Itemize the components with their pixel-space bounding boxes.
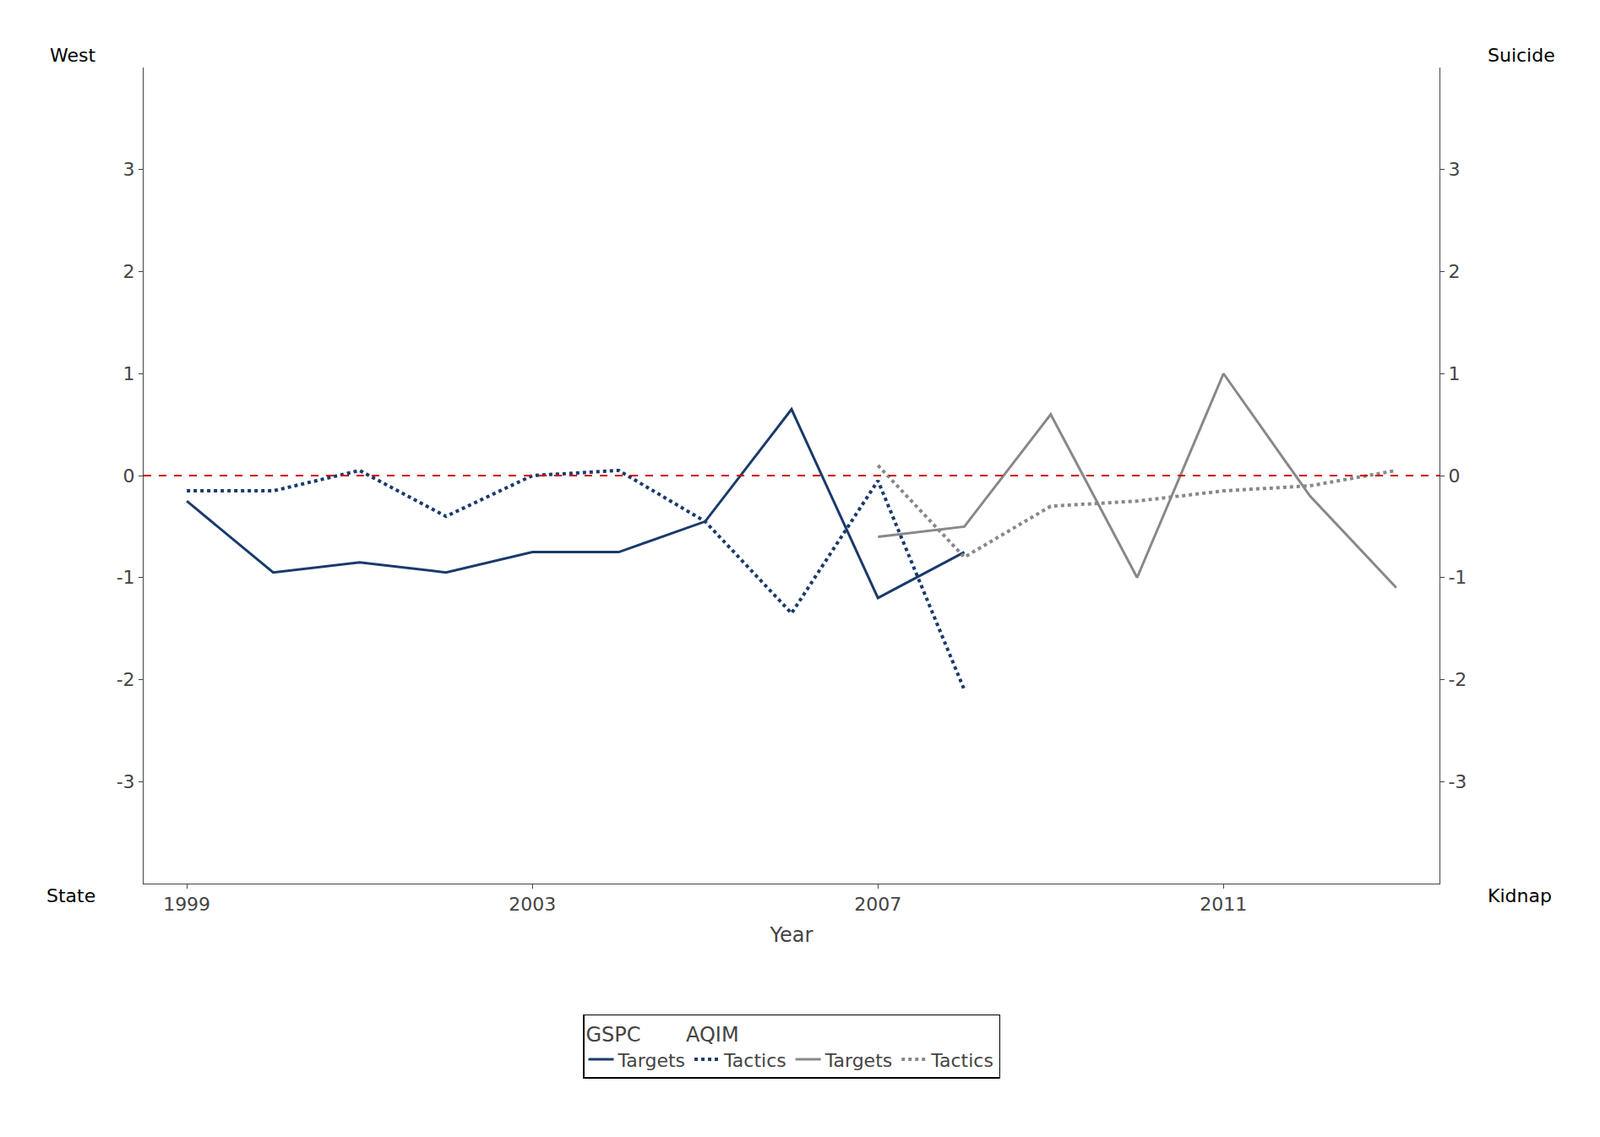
svg-text:-1: -1 xyxy=(1447,566,1467,588)
svg-text:2011: 2011 xyxy=(1199,893,1247,915)
svg-text:0: 0 xyxy=(1447,465,1460,487)
svg-text:3: 3 xyxy=(1447,158,1460,180)
svg-text:2007: 2007 xyxy=(854,893,902,915)
svg-text:Year: Year xyxy=(769,923,814,947)
svg-text:2003: 2003 xyxy=(508,893,556,915)
svg-text:1: 1 xyxy=(1447,363,1460,385)
svg-text:Targets: Targets xyxy=(617,1050,686,1072)
svg-text:West: West xyxy=(49,44,96,66)
svg-text:Kidnap: Kidnap xyxy=(1487,885,1552,907)
svg-text:1999: 1999 xyxy=(163,893,211,915)
svg-text:0: 0 xyxy=(123,465,136,487)
svg-text:1: 1 xyxy=(123,363,136,385)
svg-text:Tactics: Tactics xyxy=(723,1050,787,1072)
svg-text:-2: -2 xyxy=(1447,669,1467,691)
svg-text:GSPC AQIM: GSPC AQIM xyxy=(586,1023,740,1047)
svg-text:Targets: Targets xyxy=(824,1050,893,1072)
svg-text:2: 2 xyxy=(1447,261,1460,283)
svg-text:-3: -3 xyxy=(1447,771,1467,793)
svg-text:-1: -1 xyxy=(116,566,136,588)
svg-text:State: State xyxy=(46,885,96,907)
svg-text:-2: -2 xyxy=(116,669,136,691)
svg-text:Tactics: Tactics xyxy=(930,1050,994,1072)
svg-text:-3: -3 xyxy=(116,771,136,793)
svg-text:2: 2 xyxy=(123,261,136,283)
svg-text:Suicide: Suicide xyxy=(1487,44,1556,66)
svg-text:3: 3 xyxy=(123,158,136,180)
